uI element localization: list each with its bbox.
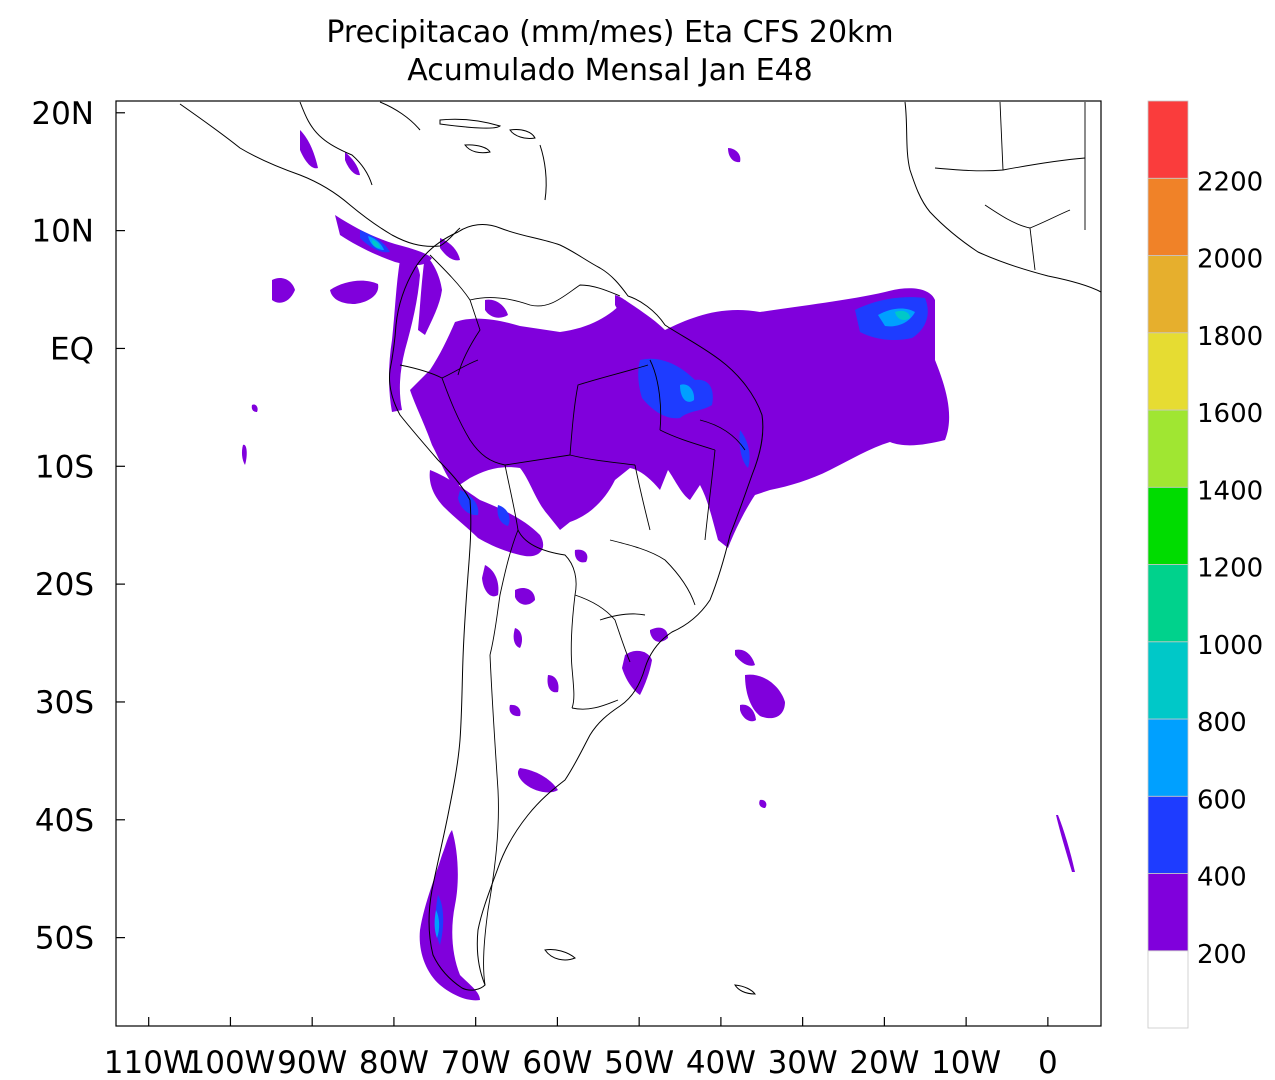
x-tick-label: 40W <box>686 1045 756 1080</box>
y-tick-label: 20N <box>31 96 94 132</box>
colorbar-label: 800 <box>1197 708 1247 738</box>
coastlines <box>179 101 1101 995</box>
x-tick-label: 60W <box>522 1045 592 1080</box>
x-tick-label: 80W <box>359 1045 429 1080</box>
colorbar-swatch <box>1147 332 1189 411</box>
colorbar-label: 600 <box>1197 785 1247 815</box>
y-tick-label: 50S <box>35 921 94 957</box>
x-tick-label: 100W <box>186 1045 276 1080</box>
country-borders <box>399 101 1086 986</box>
colorbar-swatch <box>1147 564 1189 643</box>
y-tick-label: EQ <box>50 331 94 367</box>
colorbar-swatch <box>1147 641 1189 720</box>
map-panel <box>115 100 1102 1027</box>
colorbar-swatch <box>1147 718 1189 797</box>
colorbar-swatch <box>1147 873 1189 952</box>
colorbar-label: 1200 <box>1197 554 1263 584</box>
colorbar-swatch <box>1147 409 1189 488</box>
colorbar-label: 2000 <box>1197 245 1263 275</box>
y-tick-label: 20S <box>35 567 94 603</box>
y-tick-label: 10S <box>35 449 94 485</box>
map-title-line1: Precipitacao (mm/mes) Eta CFS 20km <box>326 15 893 50</box>
x-tick-label: 30W <box>768 1045 838 1080</box>
colorbar-swatch <box>1147 177 1189 256</box>
colorbar-label: 1000 <box>1197 631 1263 661</box>
x-tick-label: 0 <box>1038 1045 1058 1080</box>
y-axis: 20N 10N EQ 10S 20S 30S 40S 50S <box>31 96 125 957</box>
x-tick-label: 10W <box>931 1045 1001 1080</box>
colorbar-label: 400 <box>1197 863 1247 893</box>
map-title-line2: Acumulado Mensal Jan E48 <box>407 53 813 88</box>
precip-800-1000 <box>372 240 910 320</box>
colorbar-swatch <box>1147 950 1189 1029</box>
map-frame <box>115 100 1102 1027</box>
colorbar-swatch <box>1147 100 1189 179</box>
x-tick-label: 110W <box>104 1045 194 1080</box>
x-tick-label: 70W <box>441 1045 511 1080</box>
colorbar-label: 200 <box>1197 940 1247 970</box>
colorbar-swatch <box>1147 486 1189 565</box>
y-tick-label: 40S <box>35 803 94 839</box>
colorbar-label: 1400 <box>1197 476 1263 506</box>
y-tick-label: 30S <box>35 685 94 721</box>
colorbar-swatch <box>1147 255 1189 334</box>
x-tick-label: 50W <box>604 1045 674 1080</box>
colorbar-label: 2200 <box>1197 167 1263 197</box>
x-tick-label: 90W <box>277 1045 347 1080</box>
colorbar: 200 400 600 800 1000 1200 1400 1600 1800 2000 2200 <box>1147 100 1263 1029</box>
y-tick-label: 10N <box>31 214 94 250</box>
colorbar-label: 1600 <box>1197 399 1263 429</box>
x-tick-label: 20W <box>849 1045 919 1080</box>
precip-200-400 <box>241 130 1075 1001</box>
colorbar-label: 1800 <box>1197 322 1263 352</box>
colorbar-swatch <box>1147 795 1189 874</box>
